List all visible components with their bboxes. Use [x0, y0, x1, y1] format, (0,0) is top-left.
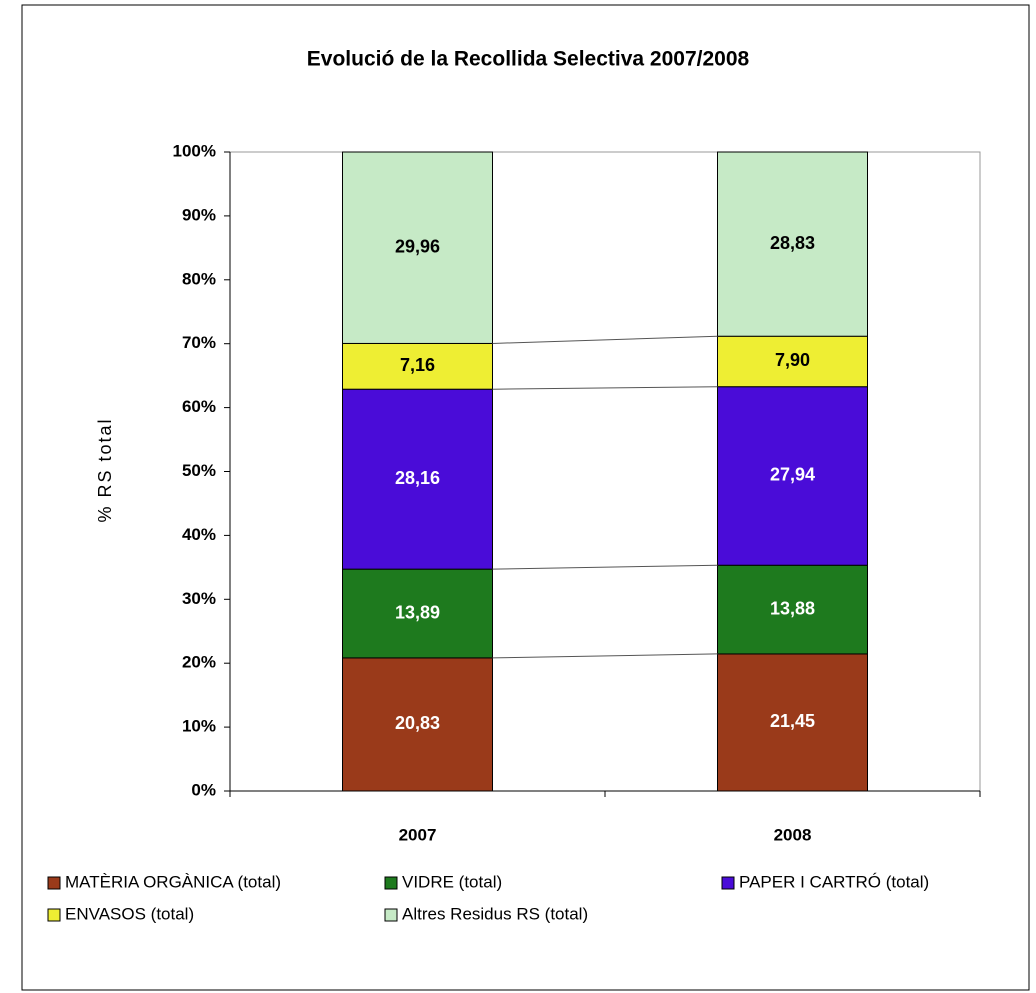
- x-tick-label: 2008: [774, 825, 812, 844]
- data-label: 13,88: [770, 598, 815, 618]
- series-connector: [492, 386, 718, 390]
- data-label: 28,83: [770, 233, 815, 253]
- legend-label: VIDRE (total): [402, 872, 502, 891]
- legend-swatch: [721, 876, 735, 890]
- bar-segment: [342, 388, 493, 570]
- series-connector: [492, 335, 718, 344]
- y-tick-label: 100%: [173, 141, 216, 160]
- y-tick-label: 20%: [182, 653, 216, 672]
- x-tick-label: 2007: [399, 825, 437, 844]
- series-connector: [492, 653, 718, 659]
- y-tick-label: 0%: [191, 780, 216, 799]
- bar-segment: [717, 386, 868, 566]
- series-connector: [492, 564, 718, 570]
- y-tick-label: 30%: [182, 589, 216, 608]
- legend-swatch: [47, 908, 61, 922]
- data-label: 28,16: [395, 468, 440, 488]
- y-tick-label: 50%: [182, 461, 216, 480]
- y-tick-label: 70%: [182, 333, 216, 352]
- chart-title: Evolució de la Recollida Selectiva 2007/…: [307, 48, 750, 71]
- bar-segment: [717, 564, 868, 655]
- data-label: 29,96: [395, 236, 440, 256]
- legend-label: PAPER I CARTRÓ (total): [739, 872, 929, 891]
- data-label: 7,16: [400, 355, 435, 375]
- legend-swatch: [384, 908, 398, 922]
- y-axis-label: % RS total: [95, 417, 115, 522]
- bar-segment: [342, 151, 493, 344]
- bar-segment: [717, 151, 868, 337]
- bar-segment: [342, 568, 493, 659]
- y-tick-label: 80%: [182, 269, 216, 288]
- data-label: 20,83: [395, 713, 440, 733]
- data-label: 13,89: [395, 602, 440, 622]
- data-label: 27,94: [770, 465, 815, 485]
- y-tick-label: 90%: [182, 205, 216, 224]
- bar-segment: [717, 335, 868, 388]
- bar-segment: [342, 657, 493, 792]
- legend-swatch: [47, 876, 61, 890]
- legend-label: Altres Residus RS (total): [402, 904, 588, 923]
- bar-segment: [342, 342, 493, 390]
- legend-label: ENVASOS (total): [65, 904, 194, 923]
- y-tick-label: 10%: [182, 717, 216, 736]
- legend-label: MATÈRIA ORGÀNICA (total): [65, 872, 281, 891]
- data-label: 7,90: [775, 350, 810, 370]
- bar-segment: [717, 653, 868, 792]
- data-label: 21,45: [770, 711, 815, 731]
- y-tick-label: 40%: [182, 525, 216, 544]
- y-tick-label: 60%: [182, 397, 216, 416]
- legend-swatch: [384, 876, 398, 890]
